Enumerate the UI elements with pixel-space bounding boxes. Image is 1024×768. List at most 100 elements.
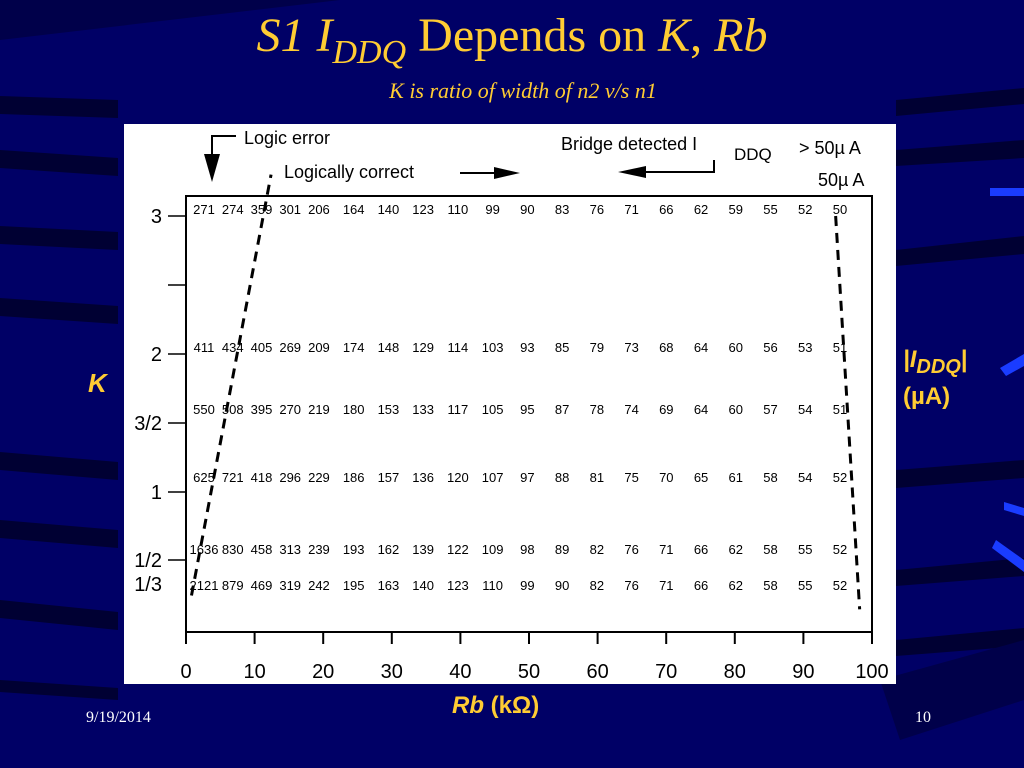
slide-subtitle: K is ratio of width of n2 v/s n1 — [389, 78, 657, 103]
table-cell: 62 — [694, 202, 708, 217]
table-cell: 68 — [659, 340, 673, 355]
axis-ticks: 0 10 20 30 40 50 60 70 80 90 100 3 2 3/2 1 1/21/3 — [134, 206, 889, 683]
value-label: |IDDQ| (µA) — [903, 345, 968, 412]
table-cell: 54 — [798, 470, 812, 485]
table-cell: 411 — [194, 340, 215, 355]
table-cell: 53 — [798, 340, 812, 355]
table-cell: 61 — [729, 470, 743, 485]
rb-unit: (kΩ) — [484, 692, 540, 719]
table-cell: 164 — [343, 202, 365, 217]
table-cell: 359 — [251, 202, 273, 217]
table-cell: 70 — [659, 470, 673, 485]
table-cell: 469 — [251, 578, 273, 593]
rb-italic: Rb — [452, 692, 484, 719]
table-cell: 123 — [447, 578, 469, 593]
table-cell: 879 — [222, 578, 244, 593]
table-cell: 66 — [694, 542, 708, 557]
y-tick-label: 1/3 — [134, 574, 162, 596]
x-tick-label: 70 — [655, 661, 677, 683]
table-cell: 90 — [555, 578, 569, 593]
table-cell: 129 — [412, 340, 434, 355]
table-cell: 66 — [694, 578, 708, 593]
table-cell: 186 — [343, 470, 365, 485]
table-cell: 114 — [448, 340, 469, 355]
y-axis-label: K — [88, 368, 107, 398]
table-cell: 107 — [482, 470, 504, 485]
table-cell: 229 — [308, 470, 330, 485]
table-cell: 139 — [412, 542, 434, 557]
table-cell: 52 — [798, 202, 812, 217]
table-cell: 721 — [222, 470, 244, 485]
data-cells: 271 274 359 301 206 164 140 123 110 99 90 83 76 71 66 6… — [190, 202, 848, 593]
table-cell: 625 — [193, 470, 215, 485]
table-cell: 157 — [378, 470, 400, 485]
table-cell: 76 — [624, 578, 638, 593]
table-cell: 174 — [343, 340, 365, 355]
table-cell: 71 — [659, 542, 673, 557]
x-tick-label: 20 — [312, 661, 334, 683]
table-cell: 69 — [659, 402, 673, 417]
title-k: K — [658, 9, 691, 62]
table-cell: 195 — [343, 578, 365, 593]
bridge-detected-label: Bridge detected I — [561, 134, 697, 154]
table-cell: 2121 — [190, 578, 219, 593]
title-part2: Depends on — [406, 9, 659, 62]
table-cell: 55 — [763, 202, 777, 217]
table-cell: 79 — [590, 340, 604, 355]
table-cell: 88 — [555, 470, 569, 485]
table-cell: 51 — [833, 402, 847, 417]
x-tick-label: 80 — [724, 661, 746, 683]
table-cell: 301 — [279, 202, 301, 217]
table-cell: 110 — [482, 578, 503, 593]
table-cell: 395 — [251, 402, 273, 417]
table-cell: 117 — [448, 402, 469, 417]
logic-error-bracket — [211, 135, 236, 154]
table-cell: 74 — [624, 402, 638, 417]
table-cell: 60 — [729, 402, 743, 417]
50ua-label: 50µ A — [818, 170, 864, 190]
y-tick-label: 3/2 — [134, 413, 162, 435]
table-cell: 55 — [798, 578, 812, 593]
y-tick-label: 1/2 — [134, 550, 162, 572]
table-cell: 219 — [308, 402, 330, 417]
x-tick-label: 100 — [855, 661, 888, 683]
table-cell: 140 — [412, 578, 434, 593]
table-cell: 206 — [308, 202, 330, 217]
iddq-prefix: |I — [903, 346, 917, 373]
x-axis-label: Rb (kΩ) — [452, 692, 539, 720]
boundary-lines — [190, 174, 862, 610]
table-cell: 87 — [555, 402, 569, 417]
title-part1: S1 I — [256, 9, 333, 62]
table-cell: 52 — [833, 470, 847, 485]
table-cell: 103 — [482, 340, 504, 355]
table-cell: 239 — [308, 542, 330, 557]
logically-correct-label: Logically correct — [284, 162, 414, 182]
table-cell: 58 — [763, 542, 777, 557]
table-cell: 65 — [694, 470, 708, 485]
chart-figure: 0 10 20 30 40 50 60 70 80 90 100 3 2 3/2 1 1/2 1/3 271 27… — [124, 124, 896, 684]
table-cell: 71 — [624, 202, 638, 217]
bridge-bracket — [644, 160, 715, 173]
table-cell: 83 — [555, 202, 569, 217]
table-cell: 269 — [279, 340, 301, 355]
table-cell: 90 — [520, 202, 534, 217]
bridge-arrowhead — [618, 166, 646, 178]
table-cell: 66 — [659, 202, 673, 217]
table-cell: 54 — [798, 402, 812, 417]
table-cell: 319 — [279, 578, 301, 593]
table-cell: 1636 — [190, 542, 219, 557]
table-cell: 296 — [279, 470, 301, 485]
table-cell: 120 — [447, 470, 469, 485]
logic-error-boundary — [190, 174, 273, 596]
x-tick-label: 60 — [586, 661, 608, 683]
table-cell: 75 — [624, 470, 638, 485]
table-cell: 193 — [343, 542, 365, 557]
table-cell: 56 — [763, 340, 777, 355]
table-cell: 122 — [447, 542, 469, 557]
iddq-unit: (µA) — [903, 383, 951, 410]
table-cell: 163 — [378, 578, 400, 593]
table-cell: 57 — [763, 402, 777, 417]
iddq-subscript: DDQ — [916, 356, 961, 378]
table-cell: 109 — [482, 542, 504, 557]
slide-title: S1 IDDQ Depends on K, Rb — [0, 6, 1024, 83]
